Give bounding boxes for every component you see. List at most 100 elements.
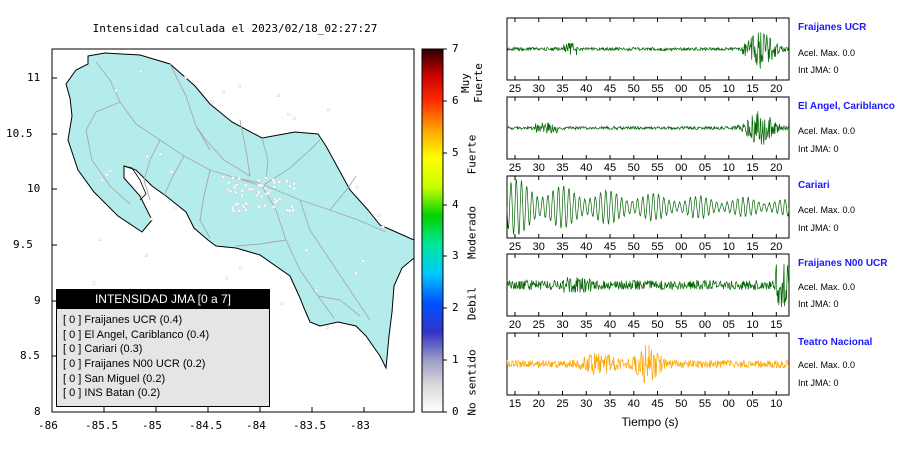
colorbar-tick: 3 <box>452 249 459 262</box>
station-dot <box>292 116 296 120</box>
station-dot <box>210 100 214 104</box>
panel-tick-label: 05 <box>723 319 735 331</box>
station-dot <box>257 178 261 182</box>
waveform-trace <box>506 344 790 383</box>
panel-tick-label: 40 <box>580 83 592 95</box>
map-y-tick: 9.5 <box>13 238 33 251</box>
station-dot <box>226 187 230 191</box>
station-dot <box>264 176 268 180</box>
road-network <box>85 61 387 321</box>
panel-tick-label: 40 <box>604 319 616 331</box>
station-acel: Acel. Max. 0.0 <box>798 48 856 58</box>
station-int: Int JMA: 0 <box>798 299 839 309</box>
panel-tick-label: 00 <box>675 162 687 174</box>
panel-tick-label: 45 <box>604 162 616 174</box>
panel-tick-label: 55 <box>699 398 711 410</box>
station-dot <box>100 178 104 182</box>
panel-tick-label: 45 <box>604 241 616 253</box>
station-dot <box>234 202 238 206</box>
seismogram-panel: 25 30 35 40 45 50 55 00 05 10 15 20 <box>506 17 790 95</box>
panel-tick-label: 40 <box>580 162 592 174</box>
panel-tick-label: 55 <box>675 319 687 331</box>
panel-tick-label: 25 <box>509 241 521 253</box>
panel-tick-label: 05 <box>699 83 711 95</box>
station-dot <box>105 173 109 177</box>
colorbar-tick: 5 <box>452 146 459 159</box>
station-name: Fraijanes N00 UCR <box>798 258 888 269</box>
panel-tick-label: 00 <box>723 398 735 410</box>
panel-tick-label: 40 <box>580 241 592 253</box>
station-dot <box>266 191 270 195</box>
colorbar-category: Moderado <box>465 206 479 259</box>
panel-tick-label: 10 <box>770 398 782 410</box>
map-x-tick: -85 <box>142 419 162 432</box>
station-dot <box>264 186 268 190</box>
station-dot <box>144 253 148 257</box>
station-dot <box>315 288 319 292</box>
station-int: Int JMA: 0 <box>798 65 839 75</box>
map-y-tick: 8.5 <box>20 349 40 362</box>
panel-tick-label: 30 <box>533 162 545 174</box>
station-dot <box>158 152 162 156</box>
seismogram-panel: 25 30 35 40 45 50 55 00 05 10 15 20 <box>506 175 790 253</box>
station-dot <box>258 183 262 187</box>
intensity-colorbar <box>421 48 444 413</box>
panel-tick-label: 05 <box>699 241 711 253</box>
panel-tick-label: 15 <box>509 398 521 410</box>
panel-tick-label: 20 <box>509 319 521 331</box>
station-dot <box>173 206 177 210</box>
station-acel: Acel. Max. 0.0 <box>798 282 856 292</box>
panel-tick-label: 10 <box>723 241 735 253</box>
panel-tick-label: 35 <box>580 319 592 331</box>
station-dot <box>377 213 381 217</box>
panel-tick-label: 50 <box>651 319 663 331</box>
station-dot <box>170 170 174 174</box>
panel-tick-label: 05 <box>746 398 758 410</box>
legend-item: [ 0 ] INS Batan (0.2) <box>63 387 161 400</box>
map-y-tick: 8 <box>34 405 41 418</box>
legend-item: [ 0 ] Fraijanes N00 UCR (0.2) <box>63 358 206 371</box>
station-dot <box>361 259 365 263</box>
colorbar-tick: 1 <box>452 353 459 366</box>
station-dot <box>235 183 239 187</box>
station-dot <box>292 186 296 190</box>
colorbar-tick: 6 <box>452 94 459 107</box>
station-dot <box>263 203 267 207</box>
station-name: El Angel, Cariblanco <box>798 101 895 112</box>
station-dot <box>272 181 276 185</box>
panel-tick-label: 55 <box>651 241 663 253</box>
station-int: Int JMA: 0 <box>798 144 839 154</box>
station-dot <box>241 203 245 207</box>
colorbar-category: Debil <box>465 286 479 321</box>
map-y-tick: 10 <box>27 182 41 195</box>
panel-tick-label: 00 <box>675 83 687 95</box>
panel-tick-label: 30 <box>580 398 592 410</box>
station-dot <box>278 197 282 201</box>
panel-tick-label: 55 <box>651 162 663 174</box>
colorbar-tick: 7 <box>452 42 459 55</box>
station-dot <box>184 75 188 79</box>
station-dot <box>304 248 308 252</box>
gulf-coast-detail <box>123 165 147 201</box>
station-dot <box>285 208 289 212</box>
station-dot <box>290 205 294 209</box>
station-acel: Acel. Max. 0.0 <box>798 205 856 215</box>
panel-tick-label: 45 <box>628 319 640 331</box>
colorbar-tick: 2 <box>452 301 459 314</box>
station-dot <box>327 108 331 112</box>
station-dot <box>92 281 96 285</box>
legend-item: [ 0 ] Fraijanes UCR (0.4) <box>63 314 183 326</box>
station-dot <box>139 70 143 74</box>
station-dot <box>244 183 248 187</box>
panel-tick-label: 25 <box>556 398 568 410</box>
time-axis-label: Tiempo (s) <box>621 415 679 429</box>
station-dot <box>108 169 112 173</box>
colorbar-tick: 0 <box>452 405 459 418</box>
station-int: Int JMA: 0 <box>798 378 839 388</box>
station-dot <box>257 190 261 194</box>
station-dot <box>227 181 231 185</box>
legend-item: [ 0 ] El Angel, Cariblanco (0.4) <box>63 328 210 341</box>
map-y-tick: 10.5 <box>6 127 33 140</box>
panel-tick-label: 25 <box>509 162 521 174</box>
colorbar-category: Muy Fuerte <box>459 63 485 103</box>
